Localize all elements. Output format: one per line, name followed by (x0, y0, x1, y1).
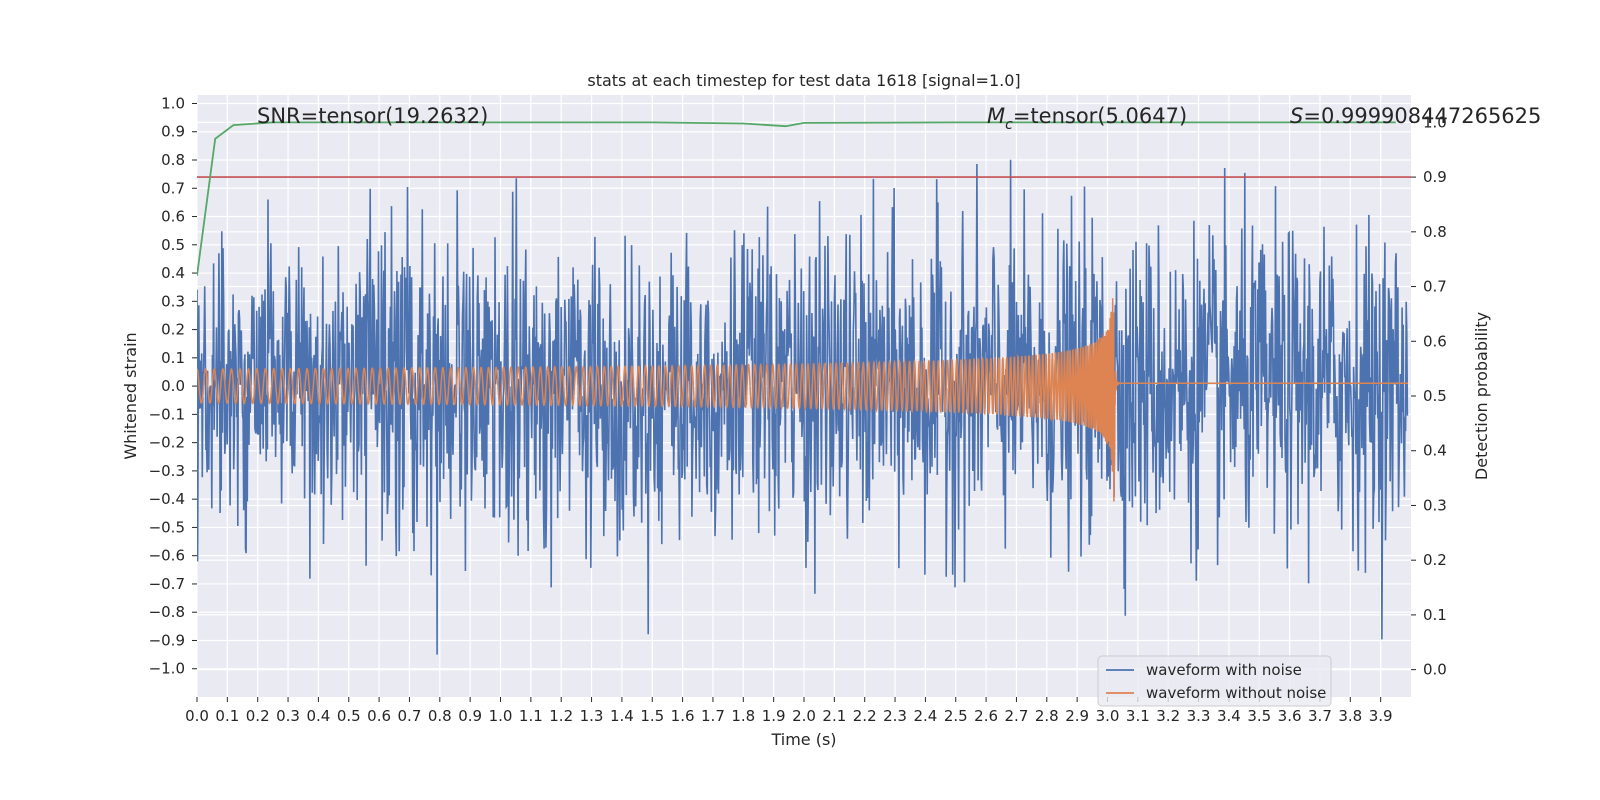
x-tick-label: 0.3 (276, 707, 300, 725)
legend: waveform with noise waveform without nois… (1097, 655, 1332, 707)
x-tick-label: 0.0 (185, 707, 209, 725)
legend-label: waveform with noise (1146, 661, 1302, 679)
series-waveform-with-noise (197, 159, 1409, 655)
x-tick-label: 0.5 (337, 707, 361, 725)
y-tick-label: −0.9 (149, 631, 185, 649)
y-tick-label: −0.3 (149, 462, 185, 480)
x-tick-label: 3.7 (1308, 707, 1332, 725)
x-tick-label: 3.3 (1187, 707, 1211, 725)
y-tick-label: −0.6 (149, 547, 185, 565)
x-tick-label: 1.8 (731, 707, 755, 725)
y2-tick-label: 0.3 (1423, 496, 1447, 514)
mc-value: =tensor(5.0647) (1013, 104, 1187, 128)
x-tick-label: 3.5 (1247, 707, 1271, 725)
x-tick-label: 1.4 (610, 707, 634, 725)
y-tick-label: −0.2 (149, 434, 185, 452)
y2-tick-label: 0.1 (1423, 606, 1447, 624)
x-tick-label: 3.6 (1278, 707, 1302, 725)
x-tick-label: 0.4 (306, 707, 330, 725)
y2-tick-label: 0.2 (1423, 551, 1447, 569)
x-tick-label: 0.6 (367, 707, 391, 725)
x-tick-label: 3.2 (1156, 707, 1180, 725)
x-tick-label: 0.2 (246, 707, 270, 725)
y-tick-label: 0.2 (161, 321, 185, 339)
x-tick-label: 1.0 (489, 707, 513, 725)
x-tick-label: 2.0 (792, 707, 816, 725)
x-tick-label: 1.1 (519, 707, 543, 725)
y-tick-label: −0.7 (149, 575, 185, 593)
y-axis-label: Whitened strain (121, 332, 140, 459)
y-tick-label: 0.5 (161, 236, 185, 254)
axes: 0.0 0.1 0.2 0.3 0.4 0.5 0.6 0.7 0.8 0.9 1.0 1.1 1.2 1… (149, 94, 1447, 725)
score-annotation: S=0.999908447265625 (1290, 104, 1541, 128)
x-tick-label: 0.1 (215, 707, 239, 725)
y-tick-label: 0.4 (161, 264, 185, 282)
y-tick-label: −0.5 (149, 518, 185, 536)
y-tick-label: −0.8 (149, 603, 185, 621)
x-tick-label: 1.3 (580, 707, 604, 725)
y-tick-label: −0.4 (149, 490, 185, 508)
y-tick-label: 0.3 (161, 292, 185, 310)
y-tick-label: 0.7 (161, 179, 185, 197)
x-tick-label: 1.7 (701, 707, 725, 725)
x-tick-label: 3.8 (1338, 707, 1362, 725)
y2-tick-label: 0.5 (1423, 387, 1447, 405)
y2-tick-label: 1.0 (1423, 113, 1447, 131)
x-tick-label: 2.8 (1035, 707, 1059, 725)
mc-subscript: c (1005, 117, 1013, 133)
y2-tick-label: 0.9 (1423, 168, 1447, 186)
plot-area (197, 121, 1411, 655)
x-tick-label: 2.2 (853, 707, 877, 725)
x-tick-label: 0.7 (398, 707, 422, 725)
series-waveform-without-noise (197, 298, 1408, 502)
y-tick-label: 1.0 (161, 94, 185, 112)
series-detection-probability (197, 121, 1396, 276)
x-tick-label: 3.0 (1096, 707, 1120, 725)
y-tick-label: 0.1 (161, 349, 185, 367)
y-tick-label: 0.9 (161, 123, 185, 141)
snr-annotation: SNR=tensor(19.2632) (257, 104, 488, 128)
mc-symbol: M (987, 104, 1005, 128)
x-tick-label: 2.1 (822, 707, 846, 725)
y2-tick-label: 0.4 (1423, 442, 1447, 460)
legend-label: waveform without noise (1146, 684, 1326, 702)
s-value: =0.999908447265625 (1303, 104, 1541, 128)
x-tick-label: 2.5 (944, 707, 968, 725)
y2-tick-label: 0.8 (1423, 223, 1447, 241)
x-tick-label: 2.3 (883, 707, 907, 725)
y2-tick-label: 0.0 (1423, 661, 1447, 679)
y-tick-label: 0.0 (161, 377, 185, 395)
x-tick-label: 3.9 (1369, 707, 1393, 725)
x-tick-label: 0.9 (458, 707, 482, 725)
chirp-mass-annotation: Mc=tensor(5.0647) (987, 104, 1187, 133)
x-tick-label: 0.8 (428, 707, 452, 725)
y-tick-label: −0.1 (149, 405, 185, 423)
y-tick-label: 0.8 (161, 151, 185, 169)
y2-tick-label: 0.7 (1423, 278, 1447, 296)
x-tick-label: 1.9 (762, 707, 786, 725)
s-symbol: S (1290, 104, 1303, 128)
x-tick-label: 2.9 (1065, 707, 1089, 725)
x-tick-label: 2.6 (974, 707, 998, 725)
x-tick-label: 2.7 (1005, 707, 1029, 725)
x-tick-label: 2.4 (913, 707, 937, 725)
legend-box (1097, 655, 1332, 707)
y-tick-label: −1.0 (149, 660, 185, 678)
x-tick-label: 1.5 (640, 707, 664, 725)
x-axis-label: Time (s) (770, 730, 836, 749)
x-tick-label: 3.4 (1217, 707, 1241, 725)
y2-tick-label: 0.6 (1423, 332, 1447, 350)
x-tick-label: 1.2 (549, 707, 573, 725)
x-tick-label: 1.6 (671, 707, 695, 725)
y-tick-label: 0.6 (161, 208, 185, 226)
chart-title: stats at each timestep for test data 161… (587, 71, 1020, 90)
x-tick-label: 3.1 (1126, 707, 1150, 725)
y2-axis-label: Detection probability (1472, 312, 1491, 480)
